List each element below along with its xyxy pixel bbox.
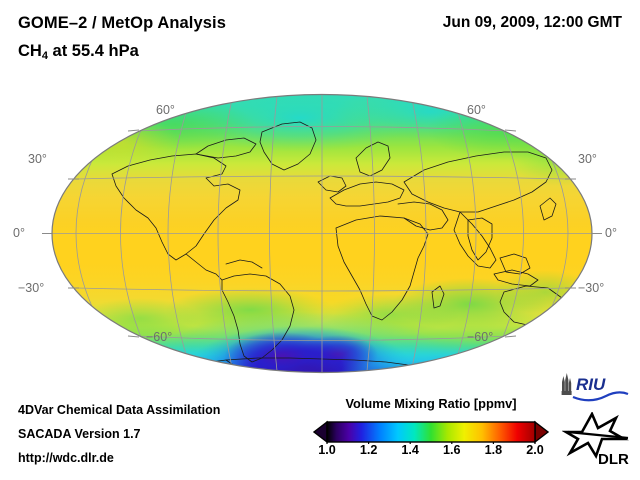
world-map: 60° 30° 0° −30° −60° 60° 30° 0° −30° −60… — [0, 78, 640, 383]
colorbar-tick-1: 1.2 — [359, 443, 378, 457]
lat-label-right-m60: −60° — [467, 330, 494, 344]
riu-logo: RIU — [561, 373, 629, 402]
lat-label-right-30: 30° — [578, 152, 597, 166]
colorbar-tick-2: 1.4 — [401, 443, 419, 457]
colorbar-tick-5: 2.0 — [526, 443, 544, 457]
lat-label-left-0: 0° — [13, 226, 25, 240]
colorbar: Volume Mixing Ratio [ppmv] — [313, 396, 549, 468]
footer-line-version: SACADA Version 1.7 — [18, 427, 141, 441]
dlr-bar-icon — [567, 430, 629, 440]
graticule — [52, 95, 592, 372]
lat-label-left-30: 30° — [28, 152, 47, 166]
colorbar-tick-4: 1.8 — [484, 443, 503, 457]
riu-logo-text: RIU — [576, 375, 606, 394]
map-canvas — [42, 93, 602, 374]
species-name: CH — [18, 42, 42, 60]
lat-label-right-0: 0° — [605, 226, 617, 240]
lat-label-left-m60: −60° — [146, 330, 173, 344]
timestamp-label: Jun 09, 2009, 12:00 GMT — [442, 14, 622, 31]
lat-label-left-m30: −30° — [18, 281, 45, 295]
dlr-bird-icon — [562, 412, 629, 460]
colorbar-title: Volume Mixing Ratio [ppmv] — [345, 396, 517, 411]
page-title: GOME–2 / MetOp Analysis — [18, 14, 226, 32]
footer-line-url[interactable]: http://wdc.dlr.de — [18, 451, 114, 465]
species-level-label: CH4 at 55.4 hPa — [18, 42, 139, 62]
dlr-logo: DLR — [562, 412, 629, 468]
pressure-level: at 55.4 hPa — [47, 42, 139, 60]
lat-tick-marks — [42, 129, 602, 338]
colorbar-tick-0: 1.0 — [318, 443, 336, 457]
lat-label-left-60: 60° — [156, 103, 175, 117]
species-subscript: 4 — [41, 50, 48, 62]
cathedral-spires-icon — [561, 373, 572, 395]
footer-line-assimilation: 4DVar Chemical Data Assimilation — [18, 403, 221, 417]
dlr-logo-text: DLR — [598, 451, 629, 468]
lat-label-right-m30: −30° — [578, 281, 605, 295]
colorbar-tick-labels: 1.0 1.2 1.4 1.6 1.8 2.0 — [313, 443, 549, 463]
riu-wave-icon — [572, 391, 629, 402]
colorbar-tick-3: 1.6 — [443, 443, 461, 457]
lat-label-right-60: 60° — [467, 103, 486, 117]
colorbar-scale — [313, 420, 549, 444]
